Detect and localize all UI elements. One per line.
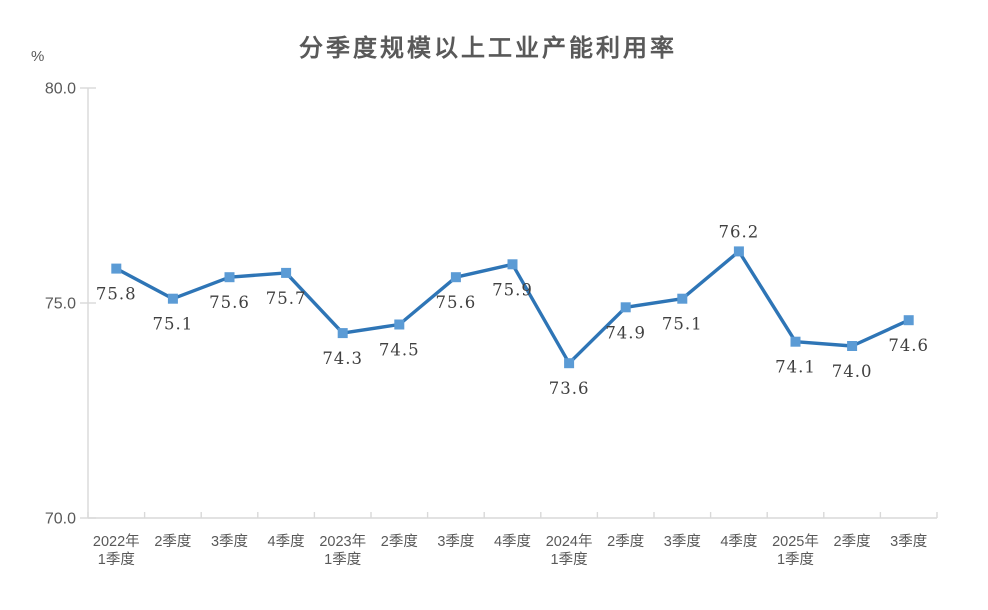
data-point-label: 73.6 <box>549 379 590 398</box>
data-point-marker <box>790 336 801 347</box>
data-point-marker <box>564 358 575 369</box>
data-point-label: 75.6 <box>436 293 477 312</box>
x-tick-label: 3季度 <box>437 533 474 550</box>
x-tick-label: 2022年 1季度 <box>93 533 140 568</box>
x-tick-label: 4季度 <box>494 533 531 550</box>
y-axis-unit-label: % <box>31 48 45 65</box>
data-point-marker <box>507 259 518 270</box>
data-point-label: 75.9 <box>492 280 533 299</box>
x-tick-label: 2季度 <box>154 533 191 550</box>
x-tick-label: 2季度 <box>381 533 418 550</box>
data-point-label: 75.1 <box>662 315 703 334</box>
data-point-label: 74.9 <box>605 323 646 342</box>
data-point-marker <box>733 246 744 257</box>
data-point-label: 74.5 <box>379 341 420 360</box>
x-tick-label: 2023年 1季度 <box>319 533 366 568</box>
data-point-marker <box>847 341 858 351</box>
x-tick-label: 3季度 <box>211 533 248 550</box>
x-tick-label: 3季度 <box>664 533 701 550</box>
data-point-label: 75.8 <box>96 285 137 304</box>
data-point-label: 74.6 <box>888 336 929 355</box>
data-point-marker <box>167 293 178 304</box>
data-point-label: 75.6 <box>209 293 250 312</box>
data-point-label: 74.0 <box>832 362 873 381</box>
data-point-label: 75.1 <box>153 315 194 334</box>
x-tick-label: 2024年 1季度 <box>546 533 593 568</box>
data-point-marker <box>903 315 914 326</box>
data-point-label: 75.7 <box>266 289 307 308</box>
data-point-marker <box>337 328 348 339</box>
y-tick-label: 75.0 <box>45 296 76 313</box>
data-point-label: 74.3 <box>322 349 363 368</box>
x-tick-label: 4季度 <box>720 533 757 550</box>
x-tick-label: 3季度 <box>890 533 927 550</box>
data-point-label: 76.2 <box>719 222 760 241</box>
data-point-marker <box>111 263 122 274</box>
x-tick-label: 2季度 <box>834 533 871 550</box>
x-tick-label: 2025年 1季度 <box>772 533 819 568</box>
data-point-marker <box>281 267 292 278</box>
data-point-marker <box>677 293 688 304</box>
data-point-marker <box>224 272 235 283</box>
data-point-label: 74.1 <box>775 358 816 377</box>
data-point-marker <box>394 319 405 330</box>
data-point-marker <box>620 302 631 313</box>
x-tick-label: 4季度 <box>268 533 305 550</box>
chart-title: 分季度规模以上工业产能利用率 <box>299 35 677 62</box>
y-tick-label: 70.0 <box>45 511 76 528</box>
y-tick-label: 80.0 <box>45 81 76 98</box>
data-point-marker <box>450 272 461 283</box>
x-tick-label: 2季度 <box>607 533 644 550</box>
